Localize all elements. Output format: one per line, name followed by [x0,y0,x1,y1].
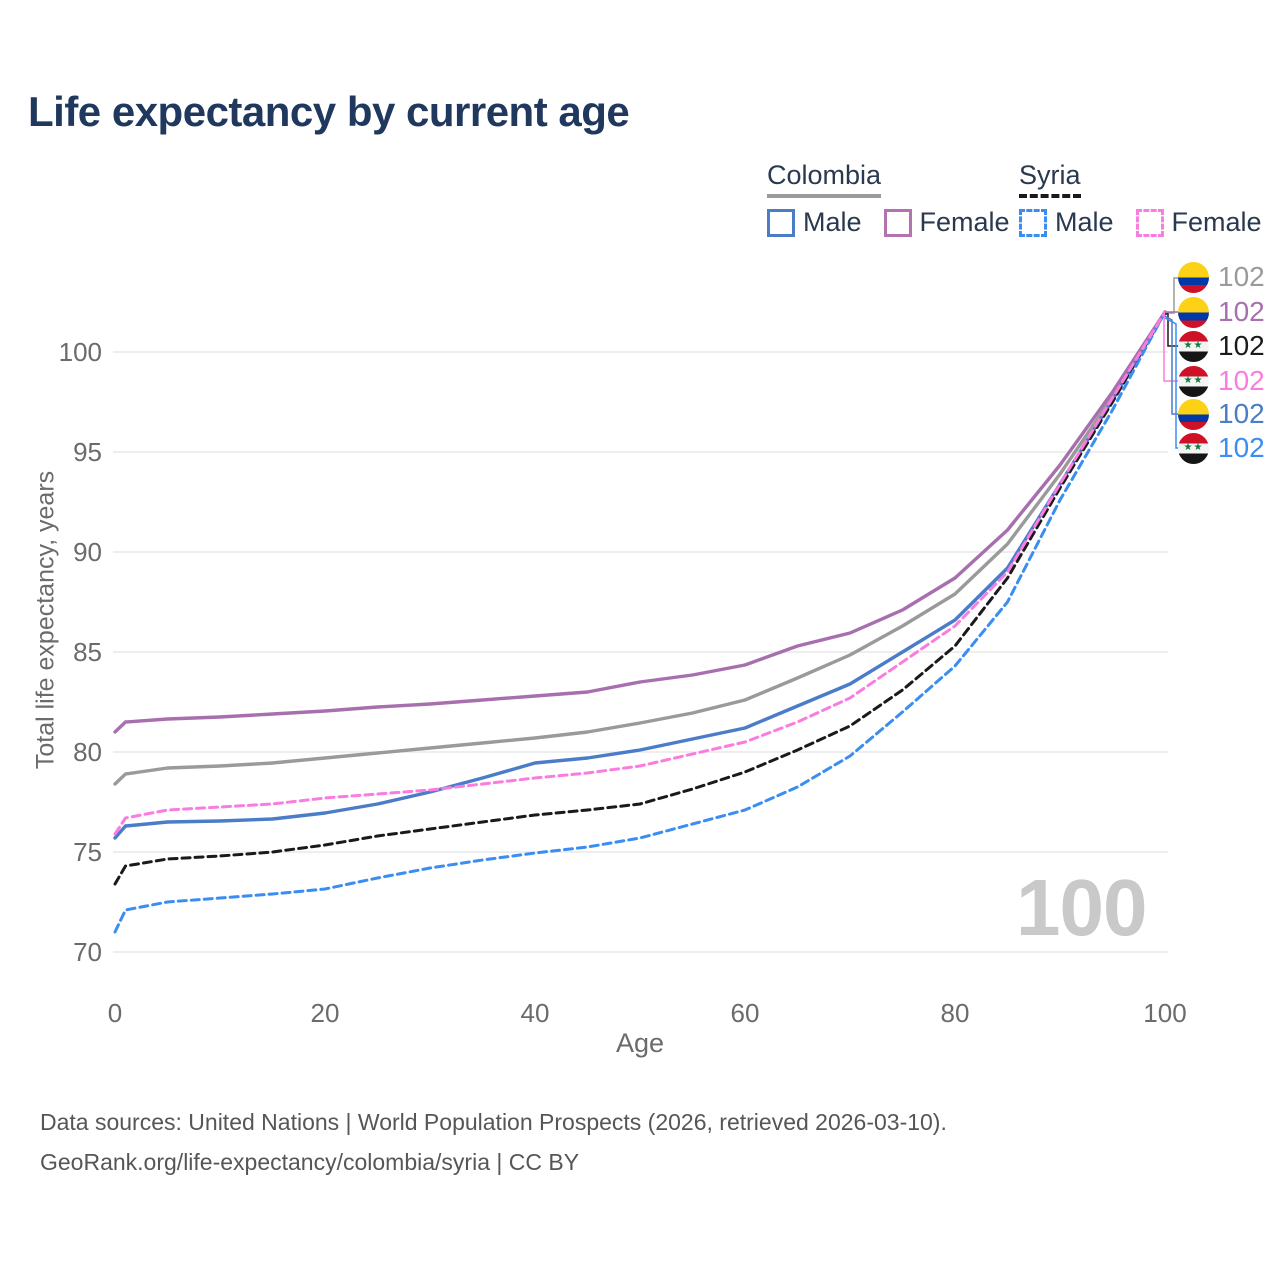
x-tick-label-100: 100 [1143,998,1187,1028]
leader-line-colombia_male [1164,315,1179,415]
x-tick-label-0: 0 [107,998,123,1028]
colombia-flag-icon [1178,398,1209,430]
legend-syria-header: Syria [1019,160,1081,198]
y-tick-label-70: 70 [73,937,102,967]
y-tick-label-80: 80 [73,737,102,767]
legend-group-syria: Syria Male Female [1019,160,1262,238]
leader-line-syria_all [1165,313,1179,347]
end-value-label: 102 [1218,432,1265,463]
y-tick-label-75: 75 [73,837,102,867]
x-tick-label-20: 20 [310,998,340,1028]
colombia-male-swatch-icon [767,208,795,237]
series-line-syria_all [113,310,1167,886]
end-label-row-syria_all: 102 [1178,330,1265,362]
end-value-label: 102 [1218,398,1265,429]
legend-item-label: Female [919,207,1010,237]
end-label-row-colombia_all: 102 [1178,261,1265,293]
legend-item-label: Male [1055,207,1114,237]
x-tick-label-40: 40 [520,998,550,1028]
age-counter: 100 [1016,863,1147,952]
syria-flag-icon [1178,330,1209,362]
end-label-row-syria_female: 102 [1178,365,1265,397]
series-line-syria_female [113,310,1167,836]
colombia-female-swatch-icon [883,208,912,237]
legend-colombia-header: Colombia [767,160,882,198]
syria-female-swatch-icon [1135,208,1164,237]
source-line-2: GeoRank.org/life-expectancy/colombia/syr… [40,1149,580,1175]
end-label-row-colombia_female: 102 [1178,296,1265,328]
colombia-flag-icon [1178,296,1209,328]
legend-item-syria-female[interactable]: Female [1135,207,1262,238]
legend-group-colombia: Colombia Male Female [767,160,1010,238]
end-label-row-colombia_male: 102 [1178,398,1265,430]
y-tick-label-95: 95 [73,437,102,467]
series-line-colombia_all [113,310,1167,786]
legend-item-colombia-female[interactable]: Female [883,207,1010,238]
legend-item-colombia-male[interactable]: Male [767,207,862,238]
source-line-1: Data sources: United Nations | World Pop… [40,1109,947,1135]
syria-flag-icon [1178,432,1209,464]
series-line-colombia_male [113,310,1167,840]
x-tick-label-80: 80 [940,998,970,1028]
end-value-label: 102 [1218,365,1265,396]
x-axis-title: Age [615,1028,665,1058]
source-note: Data sources: United Nations | World Pop… [40,1102,947,1182]
y-tick-label-100: 100 [58,337,102,367]
series-line-syria_male [113,310,1167,934]
syria-flag-icon [1178,365,1209,397]
end-label-row-syria_male: 102 [1178,432,1265,464]
legend-item-syria-male[interactable]: Male [1019,207,1114,238]
y-tick-label-90: 90 [73,537,102,567]
end-value-label: 102 [1218,261,1265,292]
leader-line-colombia_all [1165,277,1179,314]
syria-male-swatch-icon [1019,208,1047,237]
end-value-label: 102 [1218,330,1265,361]
series-line-colombia_female [113,310,1167,734]
y-axis-title: Total life expectancy, years [31,470,60,770]
page-title: Life expectancy by current age [28,88,630,135]
legend-syria-items: Male Female [1019,207,1262,238]
end-value-label: 102 [1218,296,1265,327]
legend-colombia-items: Male Female [767,207,1010,238]
legend-item-label: Female [1171,207,1262,237]
colombia-flag-icon [1178,261,1209,293]
legend-item-label: Male [803,207,862,237]
y-tick-label-85: 85 [73,637,102,667]
x-tick-label-60: 60 [730,998,760,1028]
